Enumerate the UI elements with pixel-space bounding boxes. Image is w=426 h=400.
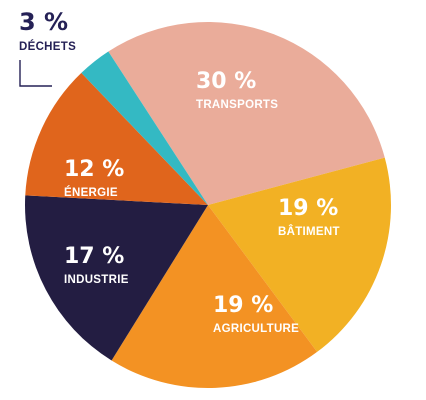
category-label-dechets: DÉCHETS (19, 40, 76, 53)
slice-agriculture (111, 205, 318, 389)
pie-slices (24, 21, 391, 389)
value-label-transports: 30 % (196, 69, 256, 94)
slice-energie (25, 72, 208, 205)
slice-labels: 30 % TRANSPORTS 19 % BÂTIMENT 19 % AGRICULTUR… (19, 8, 340, 335)
dechets-leader-line (19, 60, 52, 87)
value-label-dechets: 3 % (19, 8, 68, 36)
slice-transports (108, 21, 385, 206)
category-label-transports: TRANSPORTS (196, 99, 278, 111)
value-label-agriculture: 19 % (213, 293, 273, 318)
category-label-industrie: INDUSTRIE (64, 274, 129, 286)
value-label-industrie: 17 % (64, 244, 124, 269)
category-label-batiment: BÂTIMENT (278, 225, 340, 238)
value-label-batiment: 19 % (278, 196, 338, 221)
slice-industrie (24, 195, 208, 361)
slice-dechets (81, 51, 208, 205)
value-label-energie: 12 % (64, 157, 124, 182)
category-label-energie: ÉNERGIE (64, 186, 118, 199)
slice-batiment (208, 157, 391, 352)
category-label-agriculture: AGRICULTURE (213, 323, 299, 335)
